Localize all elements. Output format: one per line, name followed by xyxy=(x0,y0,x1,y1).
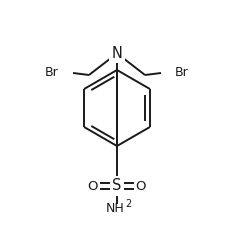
Text: 2: 2 xyxy=(125,199,131,209)
Text: O: O xyxy=(136,179,146,193)
Text: N: N xyxy=(112,45,122,60)
Text: S: S xyxy=(112,178,122,193)
Text: Br: Br xyxy=(175,66,189,79)
Text: Br: Br xyxy=(45,66,59,79)
Text: O: O xyxy=(88,179,98,193)
Text: NH: NH xyxy=(106,202,124,214)
